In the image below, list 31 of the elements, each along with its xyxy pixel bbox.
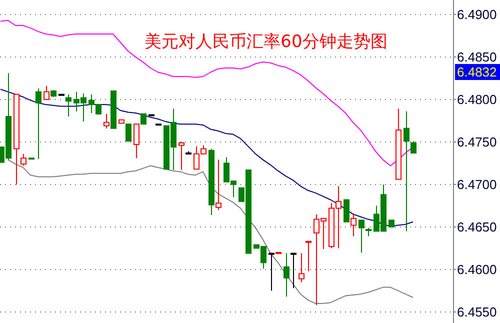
candlestick: [358, 220, 364, 253]
y-tick-label: 6.4650: [457, 220, 497, 234]
candlestick: [410, 140, 416, 154]
y-tick-label: 6.4600: [457, 262, 497, 277]
candlestick: [284, 252, 290, 298]
candlestick: [36, 88, 42, 160]
candlestick: [134, 124, 140, 159]
candlestick: [126, 124, 132, 142]
line-series: [0, 20, 414, 166]
candlestick: [344, 199, 350, 222]
candlestick: [306, 240, 312, 272]
candlestick: [44, 85, 50, 100]
y-tick-label: 6.4750: [457, 134, 497, 150]
text: 美元对人民币汇率60分钟走势图: [144, 32, 388, 52]
y-tick-label: 6.4800: [457, 92, 497, 107]
candlestick: [140, 113, 146, 125]
candlestick: [404, 110, 410, 232]
y-tick-label: 6.4850: [457, 50, 497, 64]
text: 6.4832: [457, 64, 497, 80]
candlestick: [104, 113, 110, 129]
candlestick: [350, 212, 356, 237]
candlestick: [66, 94, 72, 117]
candlestick: [216, 159, 222, 210]
candlestick: [20, 153, 26, 166]
candlestick: [298, 252, 304, 283]
y-tick-label: 6.4550: [457, 304, 497, 320]
y-tick-label: 6.4700: [457, 177, 497, 192]
y-tick-label: 6.4900: [457, 7, 497, 22]
candlestick: [268, 252, 274, 292]
candlestick: [178, 141, 184, 170]
candlestick: [290, 252, 296, 289]
